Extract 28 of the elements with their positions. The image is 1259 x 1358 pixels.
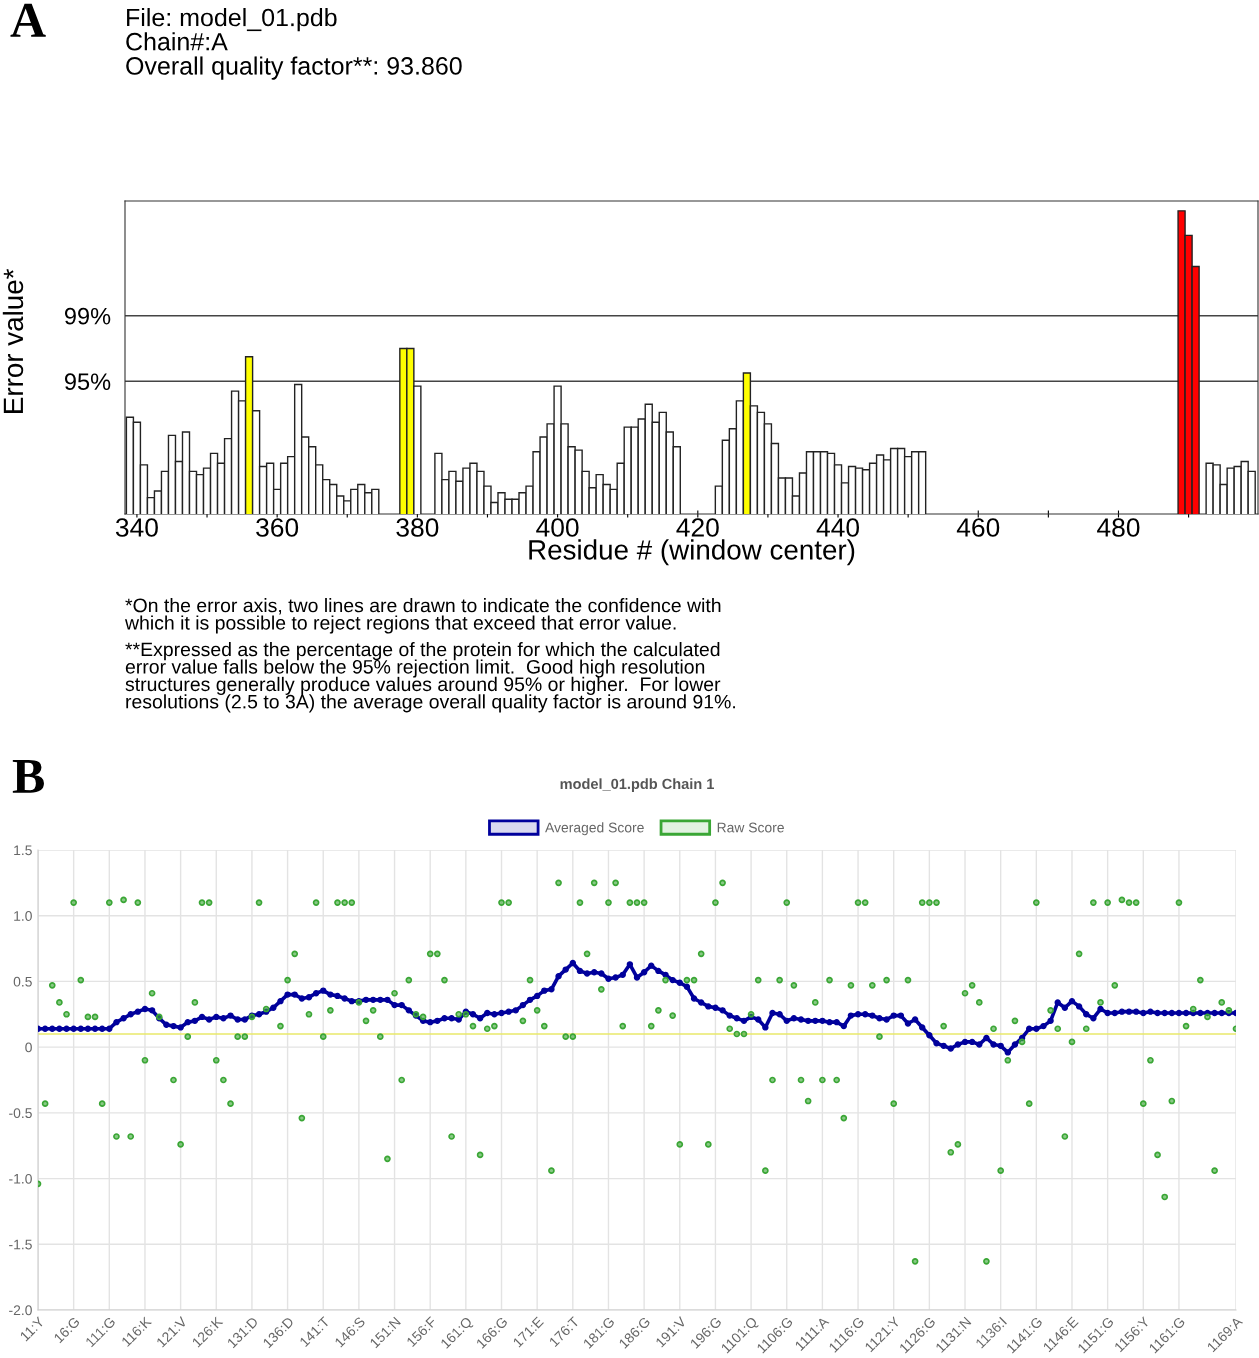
legend-label: Averaged Score <box>545 822 644 836</box>
x-axis-title: Residue # (window center) <box>529 539 855 566</box>
y-tick-label: 99% <box>64 307 111 325</box>
x-tick-label: 360 <box>256 518 299 537</box>
legend-label: Raw Score <box>717 822 784 833</box>
y-tick-label: -0.5 <box>9 1108 32 1119</box>
text: *On the error axis, two lines are drawn to indicate the confidence with which it is possible to reject regions that exceed that error value. <box>124 598 721 634</box>
text: B <box>12 759 44 793</box>
y-tick-label: 1.0 <box>14 911 32 921</box>
chart-title: File: model_01.pdb Chain#:A Overall quality factor**: 93.860 <box>126 8 462 80</box>
x-tick-label: 380 <box>396 518 439 537</box>
y-tick-label: 1.5 <box>14 845 32 856</box>
x-tick-label: 480 <box>1097 518 1140 537</box>
y-tick-label: -1.0 <box>9 1173 32 1184</box>
x-tick-label: 400 <box>536 518 579 537</box>
x-tick-label: 440 <box>816 518 860 537</box>
text: **Expressed as the percentage of the protein for which the calculated error value falls below the 95% rejection limit. Good high resolution structures generally produce values around 95% or higher. For lower resolutions (2.5 to 3A) the average overall quality factor is around 91%. <box>125 642 735 713</box>
x-tick-label: 340 <box>115 518 158 537</box>
y-tick-label: -2.0 <box>9 1305 32 1316</box>
text: A <box>10 3 46 37</box>
y-tick-label: 95% <box>64 373 111 391</box>
x-tick-label: 460 <box>956 518 1000 537</box>
y-tick-label: 0 <box>25 1042 32 1053</box>
y-tick-label: -1.5 <box>9 1239 32 1250</box>
y-axis-title: Error value* <box>2 268 24 413</box>
x-tick-label: 420 <box>676 518 719 537</box>
chart-title: model_01.pdb Chain 1 <box>560 778 714 792</box>
y-tick-label: 0.5 <box>13 976 32 987</box>
